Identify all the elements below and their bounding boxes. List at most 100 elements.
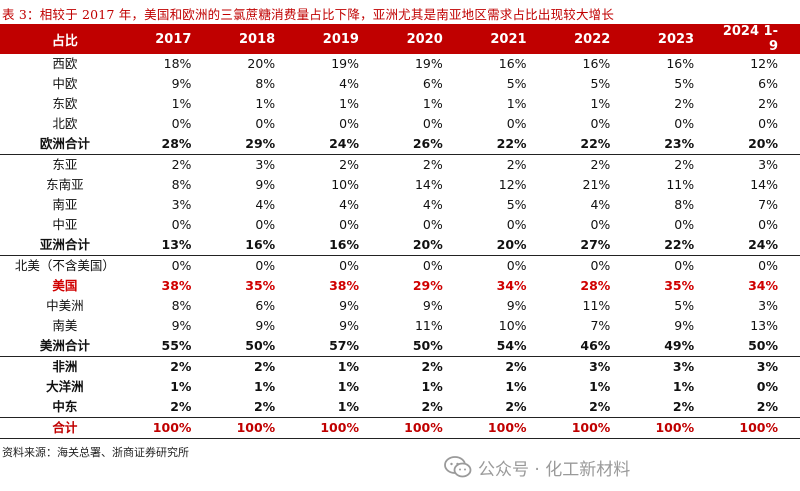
value-cell: 0%	[506, 116, 527, 131]
value-cell: 5%	[674, 76, 695, 91]
value-cell: 19%	[331, 56, 359, 71]
value-cell: 24%	[748, 237, 778, 252]
value-cell: 9%	[339, 298, 359, 313]
value-cell: 2%	[380, 356, 465, 377]
value-cell: 35%	[664, 278, 695, 293]
value-cell: 11%	[666, 177, 695, 192]
value-cell: 10%	[498, 318, 527, 333]
value-cell: 27%	[580, 237, 611, 252]
value-cell: 8%	[255, 76, 276, 91]
table-row: 西欧 18% 20% 19% 19% 16% 16% 16% 12%	[0, 54, 800, 74]
row-label: 中欧	[52, 76, 78, 91]
value-cell: 9%	[171, 76, 192, 91]
value-cell: 0%	[339, 217, 359, 232]
value-cell: 0%	[758, 116, 778, 131]
value-cell: 3%	[632, 356, 717, 377]
row-label: 非洲	[0, 356, 130, 377]
value-cell: 9%	[506, 298, 527, 313]
table-row: 亚洲合计 13% 16% 16% 20% 20% 27% 22% 24%	[0, 235, 800, 256]
value-cell: 0%	[380, 255, 465, 276]
header-cell: 2024 1-9	[716, 24, 800, 54]
value-cell: 5%	[506, 76, 527, 91]
table-row: 欧洲合计 28% 29% 24% 26% 22% 22% 23% 20%	[0, 134, 800, 155]
value-cell: 4%	[422, 197, 443, 212]
value-cell: 1%	[421, 379, 443, 394]
value-cell: 2%	[170, 399, 192, 414]
row-label: 东南亚	[46, 177, 84, 192]
value-cell: 4%	[590, 197, 611, 212]
table-row: 东南亚 8% 9% 10% 14% 12% 21% 11% 14%	[0, 175, 800, 195]
value-cell: 20%	[247, 56, 276, 71]
table-row: 北美（不含美国） 0% 0% 0% 0% 0% 0% 0% 0%	[0, 255, 800, 276]
value-cell: 0%	[171, 217, 192, 232]
value-cell: 0%	[255, 217, 276, 232]
value-cell: 0%	[129, 255, 214, 276]
table-row: 非洲 2% 2% 1% 2% 2% 3% 3% 3%	[0, 356, 800, 377]
value-cell: 8%	[171, 177, 192, 192]
row-label: 欧洲合计	[39, 136, 90, 151]
value-cell: 16%	[666, 56, 695, 71]
value-cell: 7%	[758, 197, 778, 212]
header-cell: 2021	[464, 24, 549, 54]
row-label: 西欧	[52, 56, 78, 71]
value-cell: 19%	[414, 56, 443, 71]
value-cell: 50%	[245, 338, 276, 353]
table-row: 东亚 2% 3% 2% 2% 2% 2% 2% 3%	[0, 154, 800, 175]
table-row: 南亚 3% 4% 4% 4% 5% 4% 8% 7%	[0, 195, 800, 215]
value-cell: 0%	[548, 255, 633, 276]
value-cell: 9%	[339, 318, 359, 333]
row-label: 合计	[0, 417, 130, 439]
value-cell: 100%	[716, 417, 800, 439]
value-cell: 29%	[412, 278, 443, 293]
value-cell: 4%	[339, 76, 359, 91]
table-row: 中欧 9% 8% 4% 6% 5% 5% 5% 6%	[0, 74, 800, 94]
value-cell: 0%	[590, 116, 611, 131]
value-cell: 0%	[716, 255, 800, 276]
value-cell: 10%	[331, 177, 359, 192]
table-row: 美国 38% 35% 38% 29% 34% 28% 35% 34%	[0, 276, 800, 296]
value-cell: 0%	[674, 217, 695, 232]
value-cell: 0%	[590, 217, 611, 232]
value-cell: 0%	[255, 116, 276, 131]
value-cell: 1%	[505, 379, 527, 394]
value-cell: 0%	[297, 255, 381, 276]
value-cell: 24%	[329, 136, 359, 151]
value-cell: 5%	[590, 76, 611, 91]
value-cell: 3%	[716, 356, 800, 377]
value-cell: 55%	[161, 338, 192, 353]
value-cell: 2%	[464, 356, 549, 377]
row-label: 东欧	[52, 96, 78, 111]
value-cell: 9%	[255, 177, 276, 192]
value-cell: 1%	[672, 379, 695, 394]
value-cell: 38%	[329, 278, 359, 293]
value-cell: 4%	[255, 197, 276, 212]
value-cell: 100%	[380, 417, 465, 439]
value-cell: 0%	[632, 255, 717, 276]
value-cell: 1%	[337, 399, 359, 414]
value-cell: 8%	[171, 298, 192, 313]
watermark-text: 公众号 · 化工新材料	[478, 459, 631, 480]
row-label: 北欧	[52, 116, 78, 131]
value-cell: 23%	[664, 136, 695, 151]
value-cell: 21%	[582, 177, 611, 192]
source-note: 资料来源：海关总署、浙商证券研究所	[2, 446, 189, 459]
value-cell: 1%	[422, 96, 443, 111]
value-cell: 12%	[498, 177, 527, 192]
table-row: 中美洲 8% 6% 9% 9% 9% 11% 5% 3%	[0, 296, 800, 316]
value-cell: 100%	[213, 417, 298, 439]
value-cell: 6%	[422, 76, 443, 91]
row-label: 中东	[52, 399, 78, 414]
value-cell: 50%	[412, 338, 443, 353]
value-cell: 16%	[498, 56, 527, 71]
value-cell: 7%	[590, 318, 611, 333]
value-cell: 2%	[756, 399, 778, 414]
value-cell: 100%	[632, 417, 717, 439]
value-cell: 3%	[716, 154, 800, 175]
value-cell: 9%	[674, 318, 695, 333]
value-cell: 57%	[329, 338, 359, 353]
value-cell: 0%	[422, 217, 443, 232]
table-row: 美洲合计 55% 50% 57% 50% 54% 46% 49% 50%	[0, 336, 800, 357]
value-cell: 28%	[161, 136, 192, 151]
table-row: 中东 2% 2% 1% 2% 2% 2% 2% 2%	[0, 397, 800, 418]
table-row: 北欧 0% 0% 0% 0% 0% 0% 0% 0%	[0, 114, 800, 134]
